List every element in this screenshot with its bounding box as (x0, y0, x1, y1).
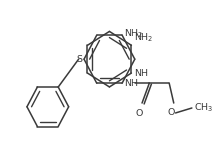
Text: S: S (76, 55, 82, 64)
Text: O: O (136, 109, 143, 118)
Text: O: O (167, 108, 175, 117)
Text: NH$_2$: NH$_2$ (134, 32, 154, 44)
Text: CH$_3$: CH$_3$ (194, 102, 213, 114)
Text: NH$_2$: NH$_2$ (124, 28, 143, 40)
Text: NH: NH (134, 69, 148, 78)
Text: NH: NH (124, 79, 138, 88)
